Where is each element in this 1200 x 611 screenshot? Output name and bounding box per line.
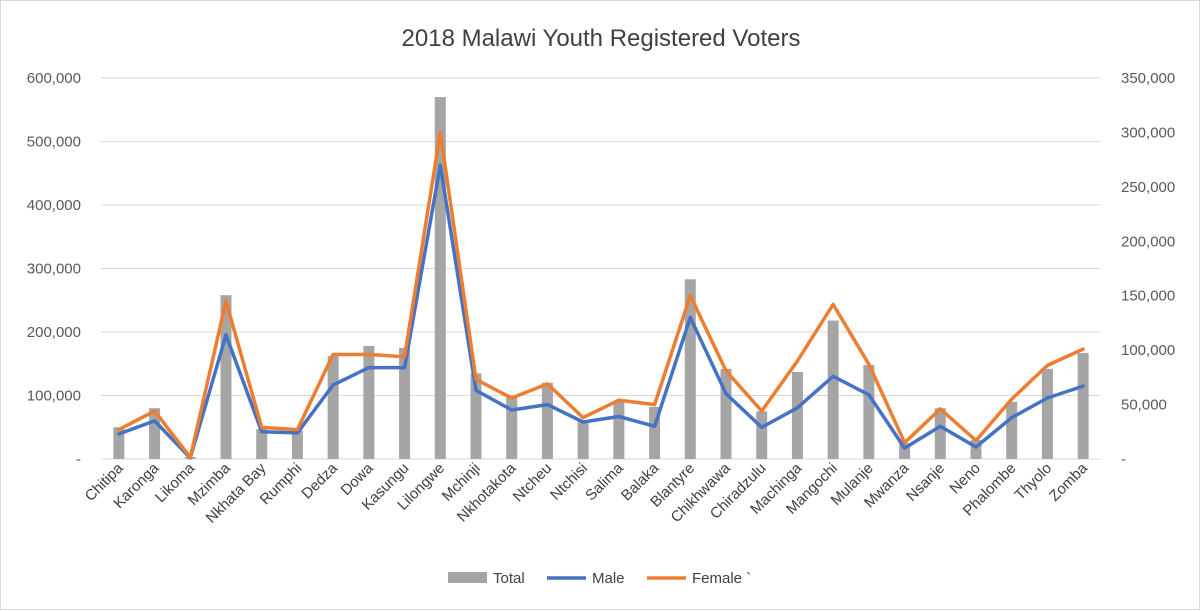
male-series-line (117, 163, 1085, 460)
left-tick-label: - (76, 451, 81, 468)
total-bar (363, 345, 375, 459)
female-series-line (117, 130, 1085, 460)
chart-title: 2018 Malawi Youth Registered Voters (402, 25, 801, 52)
total-bar (291, 430, 303, 459)
category-label: Dedza (298, 459, 341, 502)
total-bar (934, 408, 946, 459)
total-bar (470, 373, 482, 459)
gridlines (101, 77, 1101, 460)
total-bar (791, 372, 803, 459)
legend-label: Total (493, 570, 525, 587)
total-bar (684, 279, 696, 459)
left-tick-label: 200,000 (27, 324, 81, 341)
total-bar (756, 411, 768, 459)
legend-label: Male (592, 570, 625, 587)
category-label: Zomba (1046, 459, 1091, 504)
total-bar (970, 439, 982, 459)
category-label: Ntchisi (547, 460, 591, 504)
total-bar (256, 429, 268, 459)
right-tick-label: 350,000 (1121, 70, 1175, 87)
category-label: Salima (582, 459, 627, 504)
total-bar (827, 320, 839, 459)
right-tick-label: 100,000 (1121, 342, 1175, 359)
left-tick-label: 400,000 (27, 197, 81, 214)
total-bar (577, 420, 589, 459)
legend-swatch-total (448, 572, 487, 583)
left-tick-label: 500,000 (27, 134, 81, 151)
total-bar (113, 427, 125, 459)
right-tick-label: 250,000 (1121, 179, 1175, 196)
category-label: Thyolo (1011, 460, 1055, 504)
total-bar (1077, 352, 1089, 459)
category-label: Ntcheu (510, 460, 556, 506)
right-tick-label: 50,000 (1121, 397, 1167, 414)
total-bar (434, 97, 446, 460)
category-label: Nsanje (903, 460, 948, 505)
right-tick-label: 300,000 (1121, 124, 1175, 141)
total-bar (1041, 368, 1053, 459)
total-bars (113, 97, 1089, 460)
legend-label: Female ` (692, 570, 751, 587)
left-tick-label: 300,000 (27, 261, 81, 278)
total-bar (506, 395, 518, 459)
total-bar (220, 295, 232, 459)
right-tick-label: 150,000 (1121, 288, 1175, 305)
total-bar (720, 368, 732, 459)
total-bar (327, 356, 339, 459)
total-bar (1006, 401, 1018, 459)
total-bar (149, 408, 161, 459)
left-tick-label: 100,000 (27, 388, 81, 405)
total-bar (399, 347, 411, 459)
total-bar (899, 443, 911, 459)
right-axis-ticks: - 50,000 100,000 150,000 200,000 250,000 300,0… (1121, 70, 1175, 468)
total-bar (613, 401, 625, 459)
total-bar (649, 406, 661, 459)
total-bar (541, 382, 553, 459)
total-bar (863, 365, 875, 459)
legend: Total Male Female ` (448, 570, 751, 587)
left-tick-label: 600,000 (27, 70, 81, 87)
left-axis-ticks: - 100,000 200,000 300,000 400,000 500,000 600,… (27, 70, 81, 468)
right-tick-label: 200,000 (1121, 233, 1175, 250)
right-tick-label: - (1121, 451, 1126, 468)
series-lines (117, 130, 1085, 460)
